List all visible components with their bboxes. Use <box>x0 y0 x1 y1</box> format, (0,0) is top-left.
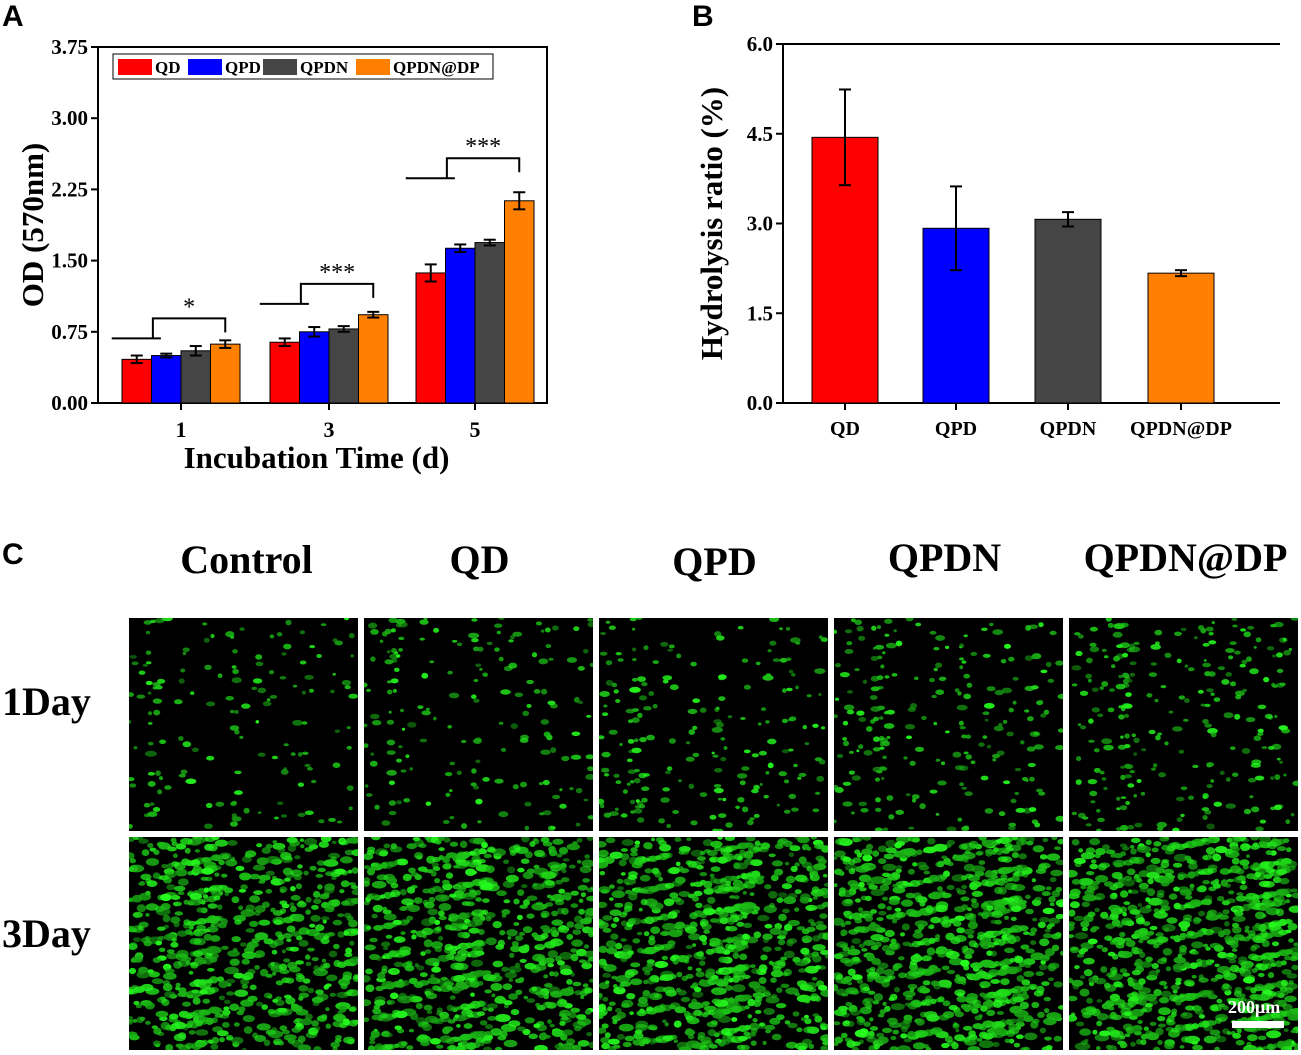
cell-image <box>834 837 1063 1050</box>
micrograph-QPDN@DP-1Day <box>1069 618 1298 831</box>
cell-image <box>1069 837 1298 1050</box>
cell-image <box>834 618 1063 831</box>
legend-label-QPDN@DP: QPDN@DP <box>393 58 480 77</box>
x-tick-label-b-QD: QD <box>830 418 860 440</box>
cells <box>1071 618 1298 831</box>
bar-a-QD-1 <box>121 358 152 404</box>
panel-a-label: A <box>2 0 24 33</box>
bar-a-QD-5 <box>415 272 446 404</box>
col-head-qpdn-dp: QPDN@DP <box>1083 535 1288 580</box>
cell-image <box>1071 618 1298 831</box>
cell-image <box>364 618 593 831</box>
x-tick-label-a-1: 3 <box>324 417 335 442</box>
bracket-a-2 <box>445 157 521 179</box>
micrograph-QPDN-3Day <box>834 837 1063 1050</box>
legend-swatch-QPDN@DP <box>356 59 390 75</box>
bar-a-QPD-3 <box>299 331 330 404</box>
significance-a-0: * <box>183 294 195 320</box>
y-axis-label-a: OD (570nm) <box>15 143 50 307</box>
micrograph-Control-1Day <box>129 618 358 831</box>
cells <box>129 618 358 829</box>
chart-b-hydrolysis: 0.0 1.5 3.0 4.5 6.0 QD QPD QPDN QPDN@DP Hydrolysi… <box>694 32 1280 440</box>
panel-b-label: B <box>692 0 714 33</box>
y-tick-label-a-5: 3.75 <box>51 35 88 59</box>
y-tick-label-b-2: 3.0 <box>747 212 773 236</box>
legend-swatch-QPDN <box>263 59 297 75</box>
cells <box>599 837 828 1050</box>
cell-image <box>364 837 593 1050</box>
micrograph-QPDN@DP-3Day <box>1069 837 1298 1050</box>
cells <box>599 618 828 831</box>
micrograph-QD-3Day <box>364 837 593 1050</box>
legend-a: QD QPD QPDN QPDN@DP <box>112 53 494 80</box>
cell-image <box>129 837 358 1050</box>
x-tick-label-a-0: 1 <box>176 417 187 442</box>
cell-image <box>599 618 828 831</box>
legend-swatch-QPD <box>188 59 222 75</box>
y-tick-label-a-0: 0.00 <box>51 391 88 415</box>
panel-c-label: C <box>2 538 24 571</box>
cells <box>364 618 593 831</box>
y-tick-label-b-4: 6.0 <box>747 32 773 56</box>
cell-image <box>129 618 358 829</box>
bar-a-QPDN-3 <box>328 328 359 404</box>
bracket-a-0 <box>151 317 227 339</box>
col-head-control: Control <box>180 537 313 582</box>
col-head-qpd: QPD <box>672 539 757 584</box>
x-tick-label-b-QPDN@DP: QPDN@DP <box>1130 418 1232 440</box>
cells <box>129 837 358 1050</box>
row-head-3day: 3Day <box>2 911 91 956</box>
bar-a-QPD-5 <box>445 247 476 404</box>
x-tick-label-b-QPDN: QPDN <box>1040 418 1097 440</box>
bracket-a-1 <box>299 282 375 304</box>
micrograph-QPD-1Day <box>599 618 828 831</box>
y-tick-label-b-1: 1.5 <box>747 301 773 325</box>
bar-a-QPDN@DP-1 <box>210 343 241 404</box>
bar-a-QPDN@DP-3 <box>358 314 389 404</box>
cells <box>1069 837 1298 1050</box>
x-tick-label-b-QPD: QPD <box>935 418 977 440</box>
cell-image <box>599 837 828 1050</box>
bar-a-QPD-1 <box>151 355 182 404</box>
row-head-1day: 1Day <box>2 679 91 724</box>
legend-label-QPD: QPD <box>225 58 261 77</box>
scale-bar-label: 200μm <box>1228 997 1281 1017</box>
legend-label-QPDN: QPDN <box>300 58 349 77</box>
x-tick-label-a-2: 5 <box>470 417 481 442</box>
y-tick-label-a-2: 1.50 <box>51 249 88 273</box>
cells <box>364 837 593 1050</box>
bar-a-QPDN-5 <box>474 242 505 404</box>
x-axis-label-a: Incubation Time (d) <box>184 440 450 475</box>
scale-bar <box>1232 1021 1284 1028</box>
significance-a-1: *** <box>319 260 355 286</box>
y-tick-label-b-0: 0.0 <box>747 391 773 415</box>
cells <box>834 837 1063 1050</box>
col-head-qd: QD <box>449 537 510 582</box>
cells <box>834 618 1063 831</box>
micrograph-QPD-3Day <box>599 837 828 1050</box>
legend-swatch-QD <box>118 59 152 75</box>
micrograph-QD-1Day <box>364 618 593 831</box>
bar-a-QPDN@DP-5 <box>504 200 535 404</box>
bar-b-QPDN <box>1034 218 1102 404</box>
bar-b-QPDN@DP <box>1147 272 1215 404</box>
legend-label-QD: QD <box>155 58 181 77</box>
bar-a-QD-3 <box>269 341 300 404</box>
bar-a-QPDN-1 <box>180 350 211 404</box>
micrograph-QPDN-1Day <box>834 618 1063 831</box>
chart-a-od: 0.00 0.75 1.50 2.25 3.00 3.75 1 * 3 *** 5 *** Incuba… <box>15 35 548 475</box>
y-tick-label-a-1: 0.75 <box>51 320 88 344</box>
y-axis-label-b: Hydrolysis ratio (%) <box>694 87 729 360</box>
micrograph-Control-3Day <box>129 837 358 1050</box>
significance-a-2: *** <box>465 134 501 160</box>
y-tick-label-a-4: 3.00 <box>51 106 88 130</box>
y-tick-label-b-3: 4.5 <box>747 122 773 146</box>
col-head-qpdn: QPDN <box>887 535 1002 580</box>
legend-a-box <box>112 53 494 80</box>
y-tick-label-a-3: 2.25 <box>51 177 88 201</box>
